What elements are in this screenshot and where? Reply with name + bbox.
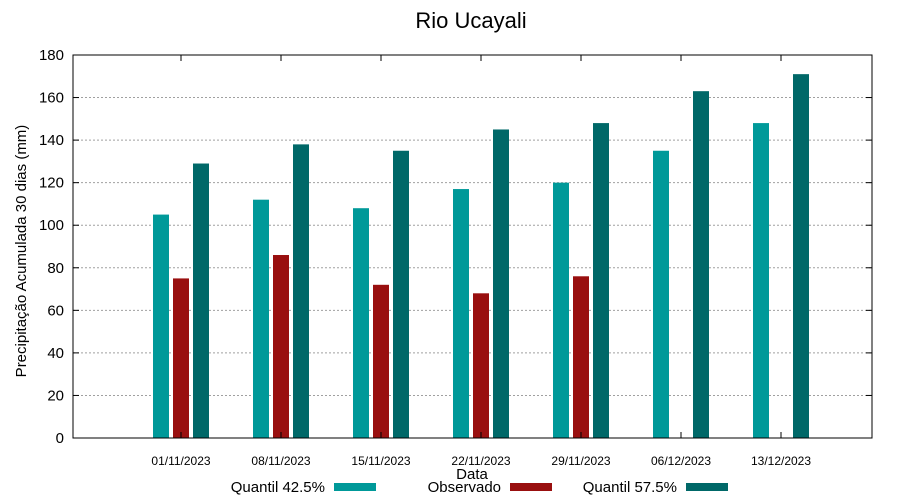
legend-label: Quantil 57.5%	[583, 479, 677, 496]
bar	[553, 182, 569, 438]
x-tick-label: 01/11/2023	[151, 454, 210, 468]
bar	[493, 129, 509, 438]
y-tick-label: 20	[47, 387, 64, 404]
y-tick-label: 60	[47, 302, 64, 319]
chart-title: Rio Ucayali	[415, 8, 526, 33]
bar	[373, 284, 389, 438]
legend-label: Quantil 42.5%	[231, 479, 325, 496]
x-tick-label: 08/11/2023	[251, 454, 310, 468]
y-tick-label: 180	[39, 47, 64, 64]
grid-lines	[73, 97, 872, 396]
bar	[153, 214, 169, 438]
bar	[253, 199, 269, 438]
legend-swatch	[334, 483, 376, 491]
y-tick-label: 0	[56, 430, 64, 447]
bar	[593, 123, 609, 438]
x-axis-ticks: 01/11/2023 08/11/2023 15/11/2023 22/11/2023…	[151, 55, 811, 468]
bar	[653, 150, 669, 438]
legend-swatch	[686, 483, 728, 491]
y-axis-title: Precipitação Acumulada 30 dias (mm)	[13, 125, 30, 378]
y-axis-ticks: 0 20 40 60 80 100 120 140 160 180	[39, 47, 872, 447]
legend: Quantil 42.5% Observado Quantil 57.5%	[231, 479, 728, 496]
bar	[353, 208, 369, 438]
x-tick-label: 13/12/2023	[751, 454, 811, 468]
bar	[473, 293, 489, 438]
bar	[573, 276, 589, 438]
y-tick-label: 40	[47, 345, 64, 362]
legend-label: Observado	[428, 479, 501, 496]
legend-swatch	[510, 483, 552, 491]
y-tick-label: 80	[47, 260, 64, 277]
y-tick-label: 100	[39, 217, 64, 234]
x-tick-label: 22/11/2023	[451, 454, 510, 468]
bar	[393, 150, 409, 438]
y-tick-label: 160	[39, 90, 64, 107]
x-tick-label: 06/12/2023	[651, 454, 711, 468]
bars-group	[153, 74, 809, 439]
y-tick-label: 120	[39, 175, 64, 192]
bar	[293, 144, 309, 438]
x-tick-label: 29/11/2023	[551, 454, 610, 468]
bar	[753, 123, 769, 438]
bar	[453, 189, 469, 438]
bar	[693, 91, 709, 438]
bar	[193, 163, 209, 438]
bar	[173, 278, 189, 438]
plot-frame	[72, 54, 873, 439]
x-axis-title: Data	[456, 466, 488, 483]
bar	[273, 255, 289, 438]
x-tick-label: 15/11/2023	[351, 454, 410, 468]
y-tick-label: 140	[39, 132, 64, 149]
bar	[793, 74, 809, 439]
